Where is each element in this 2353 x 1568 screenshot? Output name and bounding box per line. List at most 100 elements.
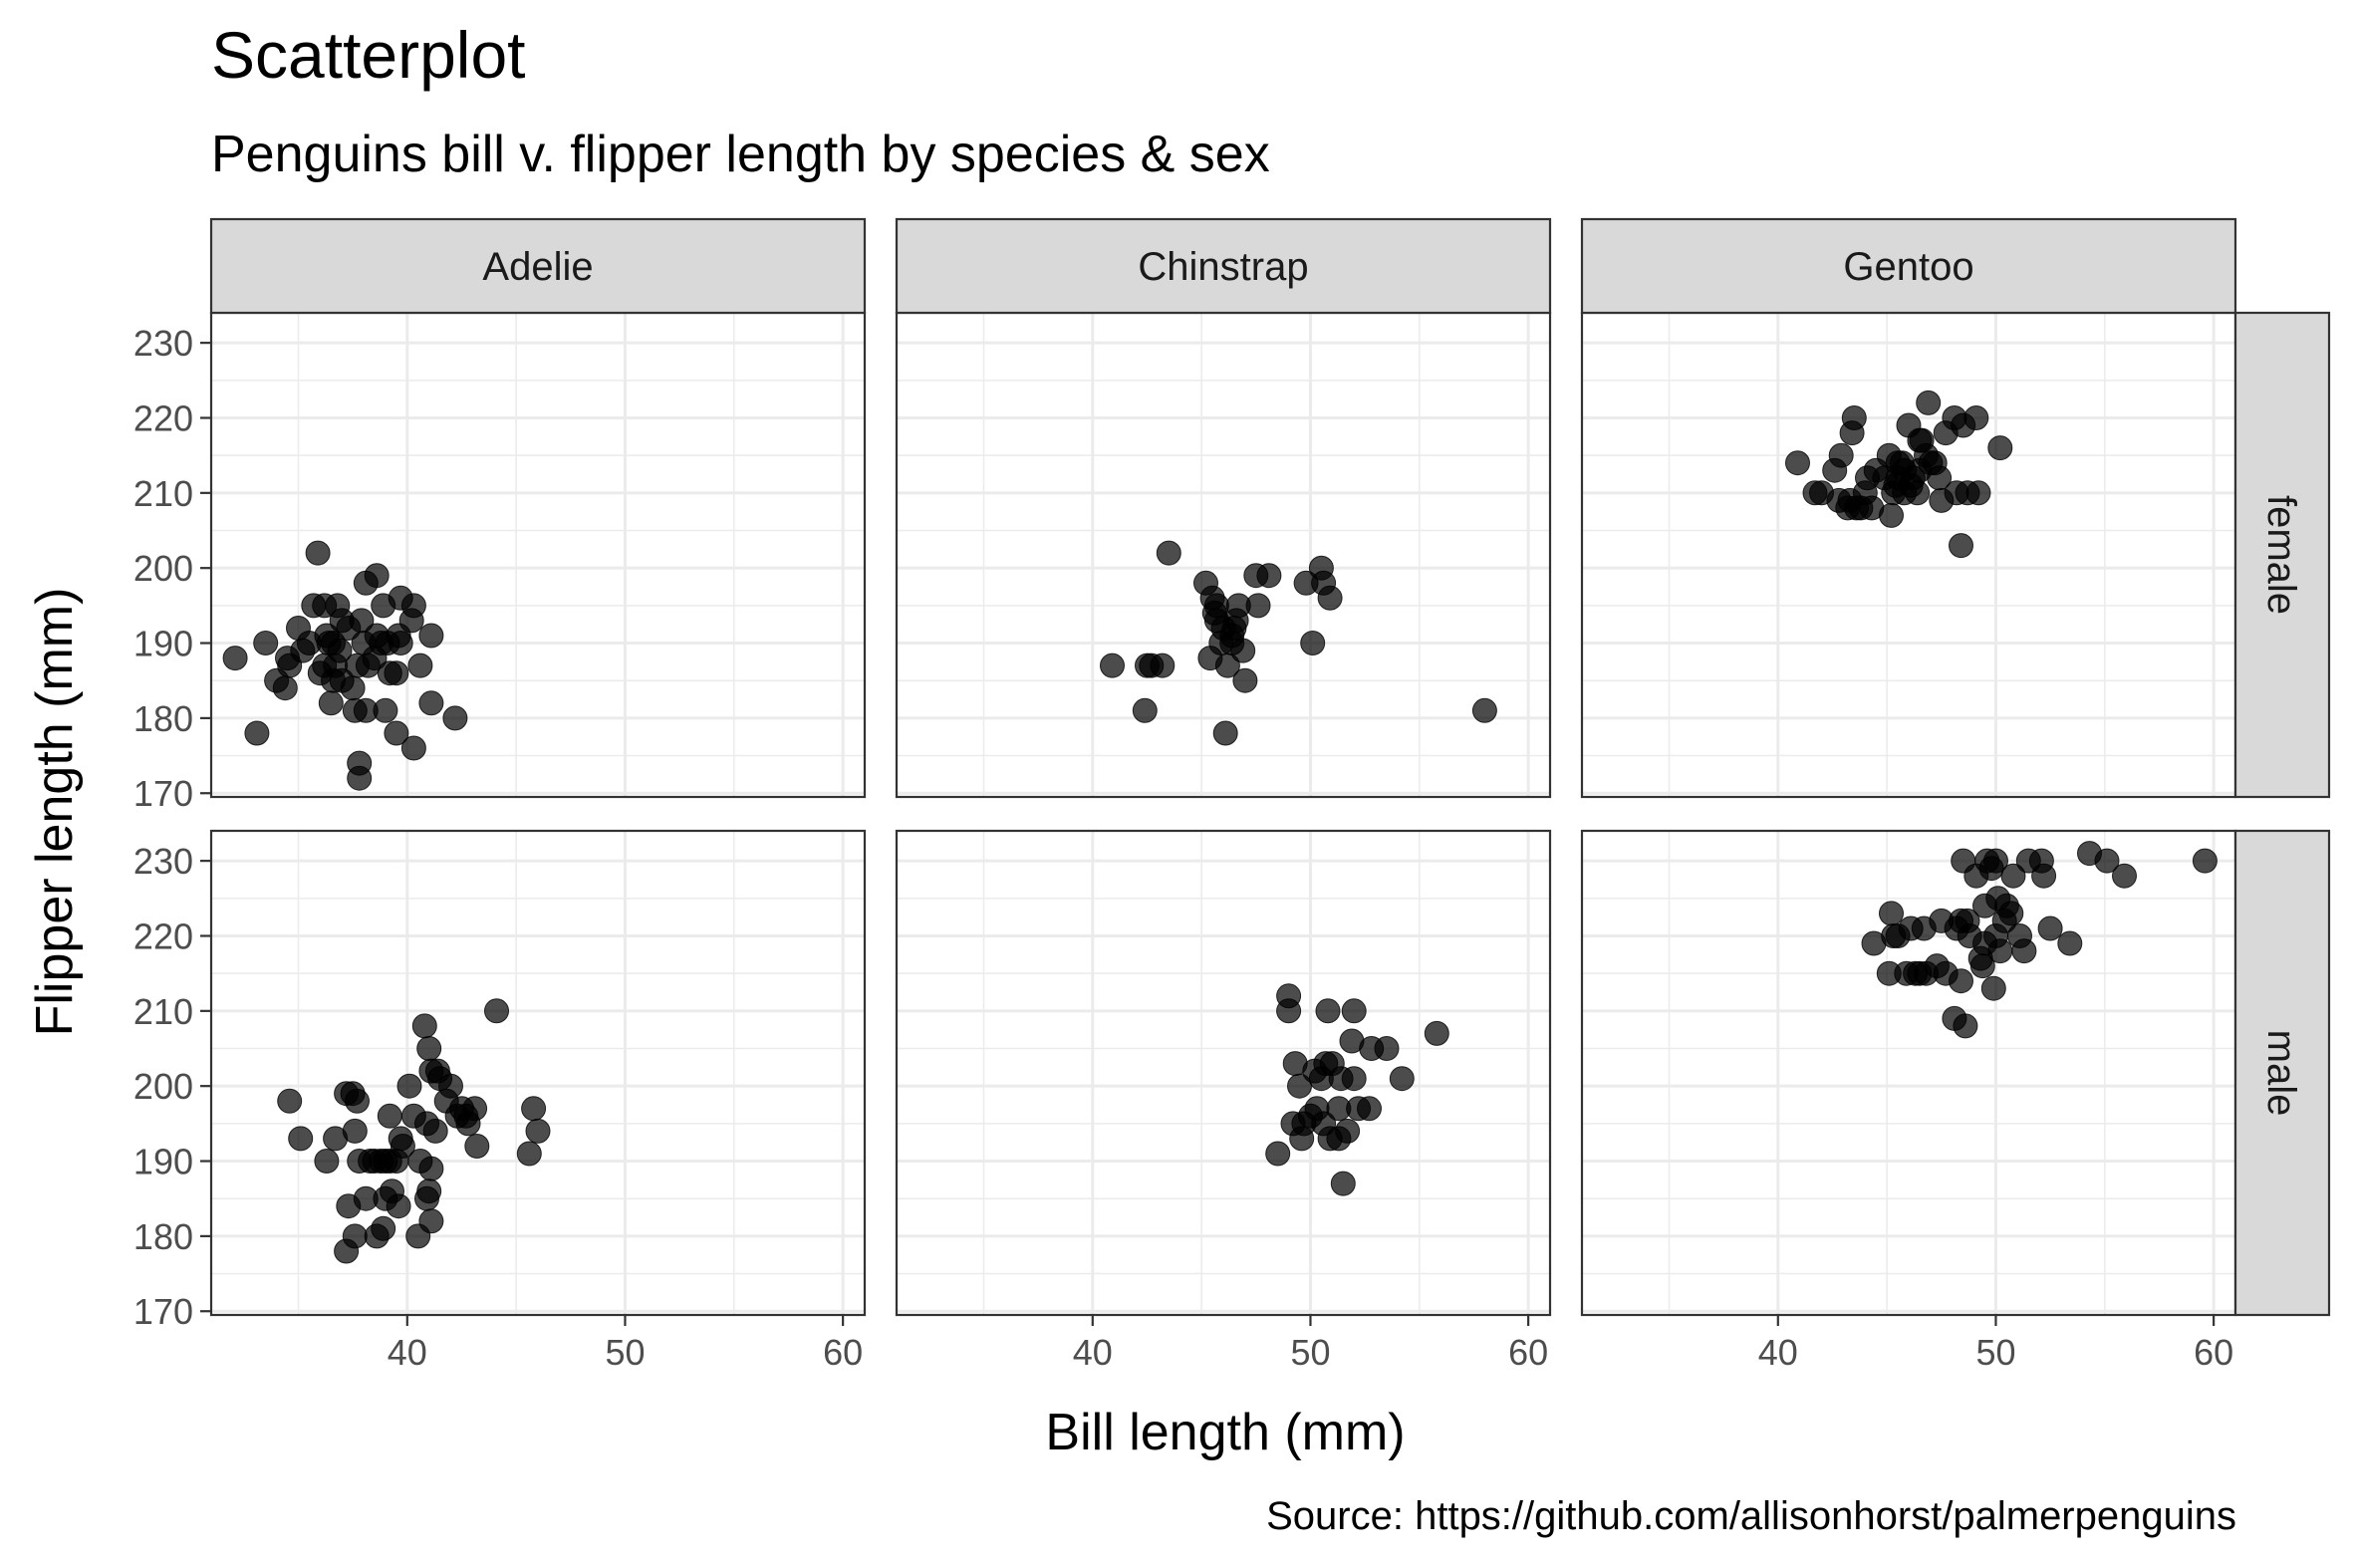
- data-point: [1879, 901, 1904, 926]
- data-point: [364, 563, 390, 589]
- data-point: [1980, 975, 2006, 1001]
- data-point: [2057, 930, 2083, 956]
- strip-label-chinstrap: Chinstrap: [1138, 245, 1308, 289]
- data-point: [388, 1126, 413, 1152]
- data-point: [388, 631, 413, 655]
- facet-panel-chinstrap-male: [895, 829, 1552, 1317]
- data-point: [253, 631, 279, 655]
- data-point: [1132, 697, 1158, 723]
- data-point: [1212, 720, 1238, 746]
- data-point: [1232, 667, 1258, 693]
- data-point: [1100, 653, 1125, 678]
- y-tick-label: 190: [133, 1142, 193, 1182]
- data-point: [1963, 405, 1989, 430]
- panel-background: [1582, 831, 2235, 1315]
- data-point: [342, 1118, 368, 1144]
- data-point: [1855, 465, 1880, 491]
- data-point: [400, 735, 426, 761]
- data-point: [1300, 631, 1326, 655]
- data-point: [1953, 1013, 1978, 1039]
- data-point: [2037, 915, 2063, 941]
- data-point: [438, 1073, 463, 1099]
- strip-adelie: Adelie: [209, 217, 867, 315]
- data-point: [1983, 923, 2008, 948]
- data-point: [340, 675, 366, 701]
- data-point: [275, 646, 300, 671]
- data-point: [1916, 390, 1942, 415]
- strip-chinstrap: Chinstrap: [895, 217, 1552, 315]
- data-point: [1785, 450, 1810, 476]
- strip-background: [1580, 217, 2237, 315]
- y-tick-label: 210: [133, 473, 193, 514]
- data-point: [418, 1208, 444, 1234]
- data-point: [1998, 901, 2024, 926]
- chart-subtitle: Penguins bill v. flipper length by speci…: [211, 126, 1270, 183]
- strip-label-female: female: [2259, 495, 2303, 615]
- y-tick-label: 170: [133, 773, 193, 814]
- panel-background: [897, 313, 1550, 797]
- data-point: [1828, 442, 1854, 468]
- data-point: [407, 653, 433, 678]
- panel-background: [897, 831, 1550, 1315]
- panel-border: [209, 829, 867, 1317]
- data-point: [2112, 863, 2137, 889]
- data-point: [351, 631, 377, 655]
- x-axis-title: Bill length (mm): [1045, 1404, 1405, 1461]
- x-tick-label: 60: [1508, 1332, 1548, 1373]
- data-point: [2000, 863, 2026, 889]
- data-point: [2094, 848, 2120, 874]
- data-point: [1315, 998, 1341, 1024]
- y-tick-label: 170: [133, 1291, 193, 1332]
- data-point: [2192, 848, 2218, 874]
- data-point: [2011, 938, 2037, 964]
- data-point: [384, 660, 409, 686]
- data-point: [1907, 427, 1933, 453]
- data-point: [1330, 1171, 1356, 1196]
- x-tick-label: 50: [605, 1332, 645, 1373]
- data-point: [373, 697, 398, 723]
- data-point: [1389, 1066, 1415, 1092]
- data-point: [418, 1156, 444, 1181]
- data-point: [1245, 593, 1271, 619]
- strip-female: female: [2233, 311, 2331, 799]
- data-point: [342, 1223, 368, 1249]
- data-point: [318, 690, 344, 716]
- data-point: [416, 1036, 442, 1061]
- facet-panel-adelie-female: [209, 311, 867, 799]
- data-point: [1949, 533, 1973, 559]
- data-point: [222, 646, 248, 671]
- data-point: [400, 593, 426, 619]
- data-point: [416, 1178, 442, 1204]
- facet-panel-gentoo-male: [1580, 829, 2237, 1317]
- data-point: [1471, 697, 1497, 723]
- data-point: [377, 1103, 402, 1129]
- chart-title: Scatterplot: [211, 18, 526, 92]
- data-point: [345, 1088, 370, 1114]
- data-point: [272, 675, 298, 701]
- x-tick-label: 50: [1975, 1332, 2015, 1373]
- data-point: [521, 1096, 547, 1122]
- data-point: [414, 1111, 439, 1137]
- data-point: [2031, 863, 2057, 889]
- data-point: [464, 1134, 490, 1159]
- data-point: [277, 1088, 303, 1114]
- data-point: [1150, 653, 1176, 678]
- data-point: [396, 1073, 422, 1099]
- strip-gentoo: Gentoo: [1580, 217, 2237, 315]
- x-tick-label: 60: [823, 1332, 863, 1373]
- panel-background: [1582, 313, 2235, 797]
- y-tick-label: 190: [133, 624, 193, 664]
- strip-background: [2233, 311, 2331, 799]
- data-point: [1949, 968, 1973, 994]
- facet-panel-adelie-male: [209, 829, 867, 1317]
- data-point: [418, 690, 444, 716]
- data-point: [525, 1118, 551, 1144]
- data-point: [1841, 405, 1867, 430]
- y-tick-label: 210: [133, 991, 193, 1032]
- x-tick-label: 40: [1073, 1332, 1113, 1373]
- x-tick-label: 40: [388, 1332, 427, 1373]
- y-tick-label: 180: [133, 1216, 193, 1257]
- data-point: [314, 623, 340, 649]
- data-point: [1879, 502, 1904, 528]
